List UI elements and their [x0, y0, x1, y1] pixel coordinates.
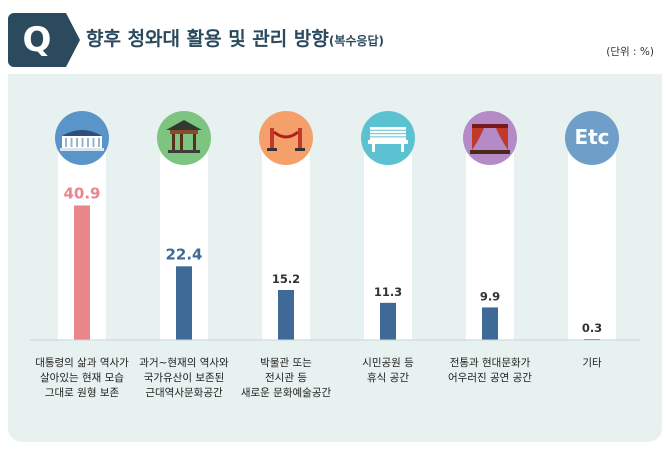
stage-curtain-icon-glyph [470, 124, 510, 154]
question-badge: Q [8, 13, 80, 67]
bar [278, 290, 294, 340]
category-label: 시민공원 등 휴식 공간 [362, 357, 414, 384]
header: Q 향후 청와대 활용 및 관리 방향(복수응답) (단위 : %) [0, 0, 670, 74]
unit-label: (단위 : %) [606, 46, 654, 58]
pavilion-icon-glyph [166, 120, 202, 153]
bar [380, 302, 396, 340]
pavilion-icon [157, 111, 211, 165]
etc-icon-text: Etc [574, 125, 610, 149]
data-label: 15.2 [272, 272, 300, 286]
bar [482, 307, 498, 340]
museum-rope-icon-glyph [267, 128, 305, 151]
bench-icon-glyph [368, 127, 408, 152]
category-label: 대통령의 삶과 역사가 살아있는 현재 모습 그대로 원형 보존 [35, 357, 129, 399]
column-strip [568, 150, 616, 340]
data-label: 9.9 [480, 289, 500, 303]
category-label: 박물관 또는 전시관 등 새로운 문화예술공간 [240, 357, 332, 399]
data-label: 11.3 [374, 285, 402, 299]
category-label: 과거~현재의 역사와 국가유산이 보존된 근대역사문화공간 [139, 357, 229, 399]
category-label: 전통과 현대문화가 어우러진 공연 공간 [448, 357, 532, 384]
data-label: 0.3 [582, 321, 602, 335]
data-label: 22.4 [165, 245, 202, 263]
bar [74, 205, 90, 340]
bar [176, 266, 192, 340]
chart-panel [8, 74, 662, 442]
page-title: 향후 청와대 활용 및 관리 방향(복수응답) [86, 24, 384, 51]
etc-icon [565, 111, 619, 165]
blue-house-building-icon-glyph [60, 130, 104, 151]
data-label: 40.9 [63, 184, 100, 202]
stage-curtain-icon [463, 111, 517, 165]
title-subtitle: (복수응답) [328, 34, 384, 48]
title-main: 향후 청와대 활용 및 관리 방향 [86, 28, 329, 50]
category-label: 기타 [582, 357, 602, 369]
